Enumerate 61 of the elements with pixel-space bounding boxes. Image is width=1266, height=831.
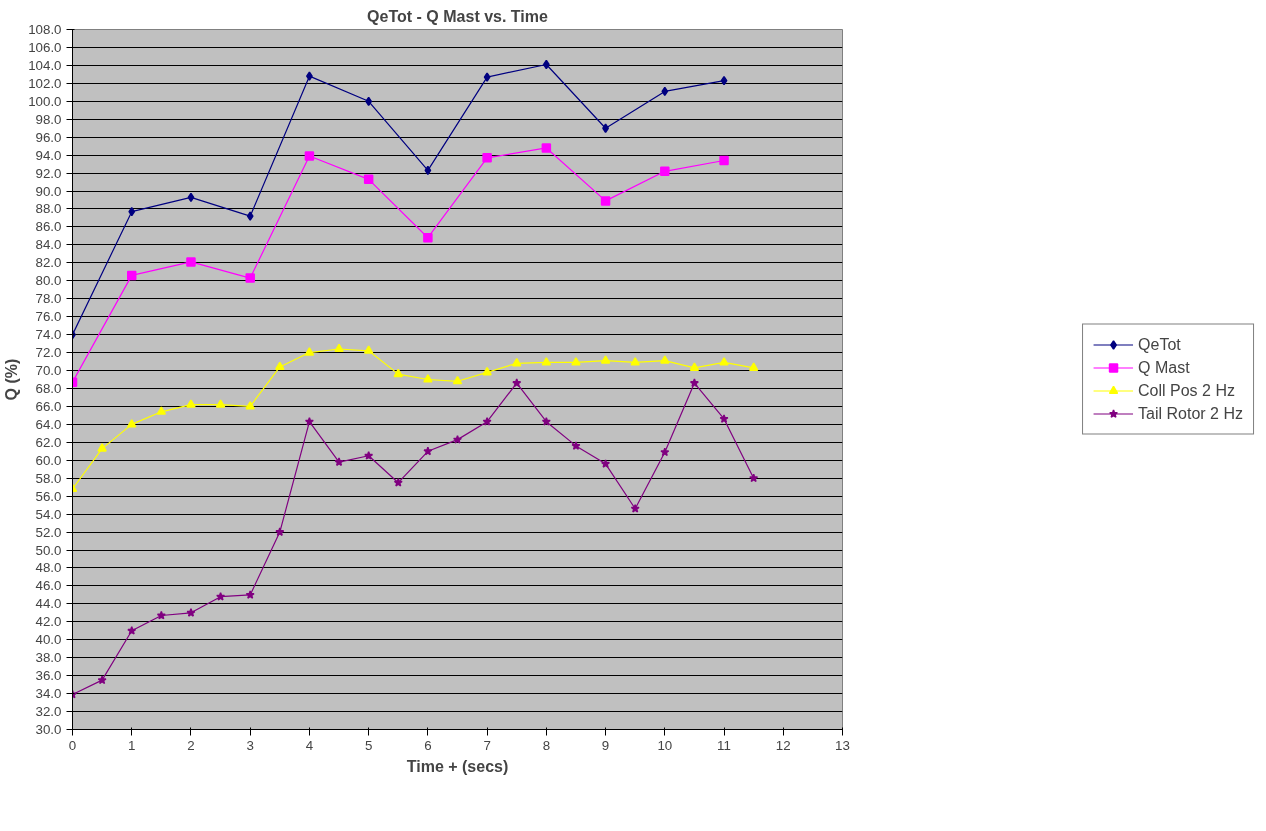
y-tick-label: 108.0: [28, 22, 62, 37]
y-tick-label: 62.0: [35, 434, 62, 450]
legend-label: Tail Rotor 2 Hz: [1138, 404, 1243, 423]
y-tick-label: 38.0: [35, 650, 62, 666]
y-tick-label: 96.0: [35, 129, 62, 145]
legend-label: QeTot: [1138, 335, 1181, 354]
x-tick-label: 5: [364, 737, 373, 753]
y-tick-label: 30.0: [35, 722, 62, 737]
x-tick-label: 1: [128, 737, 136, 753]
y-tick-label: 32.0: [35, 704, 62, 720]
y-tick-label: 44.0: [35, 596, 62, 612]
x-tick-label: 9: [601, 737, 610, 753]
y-tick-label: 42.0: [35, 614, 62, 630]
legend-label: Coll Pos 2 Hz: [1138, 381, 1235, 400]
x-tick-label: 11: [717, 737, 731, 753]
y-tick-label: 104.0: [28, 57, 62, 73]
y-tick-label: 90.0: [35, 183, 62, 199]
y-tick-label: 74.0: [35, 327, 62, 343]
y-tick-label: 46.0: [35, 578, 62, 594]
x-tick-label: 13: [835, 737, 850, 753]
y-tick-label: 82.0: [35, 255, 62, 271]
y-tick-label: 102.0: [28, 75, 62, 91]
y-tick-label: 76.0: [35, 309, 62, 325]
y-tick-label: 64.0: [35, 416, 62, 432]
legend-label: Q Mast: [1138, 358, 1190, 377]
y-tick-label: 54.0: [35, 506, 62, 522]
y-tick-label: 50.0: [35, 542, 62, 558]
x-tick-label: 2: [187, 737, 195, 753]
x-tick-label: 4: [305, 737, 314, 753]
y-tick-label: 86.0: [35, 219, 62, 235]
x-tick-label: 0: [68, 737, 77, 753]
y-tick-label: 34.0: [35, 686, 62, 702]
y-axis-title: Q (%): [3, 358, 21, 401]
x-tick-label: 12: [775, 737, 791, 753]
y-tick-label: 98.0: [35, 111, 62, 127]
y-tick-label: 48.0: [35, 560, 62, 576]
y-tick-label: 70.0: [35, 363, 62, 379]
y-tick-label: 40.0: [35, 632, 62, 648]
x-tick-label: 3: [246, 737, 254, 753]
y-tick-label: 66.0: [35, 398, 62, 414]
y-tick-label: 60.0: [35, 452, 62, 468]
chart-title: QeTot - Q Mast vs. Time: [367, 7, 548, 25]
y-tick-label: 58.0: [35, 470, 62, 486]
x-tick-label: 8: [542, 737, 551, 753]
x-tick-label: 6: [424, 737, 432, 753]
y-tick-label: 56.0: [35, 488, 62, 504]
y-tick-label: 94.0: [35, 147, 62, 163]
y-tick-label: 100.0: [28, 93, 62, 109]
y-tick-label: 68.0: [35, 380, 62, 396]
y-tick-label: 84.0: [35, 237, 62, 253]
y-tick-label: 88.0: [35, 201, 62, 217]
y-tick-label: 80.0: [35, 273, 62, 289]
y-tick-label: 72.0: [35, 345, 62, 361]
x-tick-label: 10: [657, 737, 673, 753]
y-tick-label: 92.0: [35, 165, 62, 181]
y-tick-label: 78.0: [35, 291, 62, 307]
x-tick-label: 7: [483, 737, 491, 753]
y-tick-label: 106.0: [28, 39, 62, 55]
y-tick-label: 52.0: [35, 524, 62, 540]
x-axis-title: Time + (secs): [406, 757, 509, 775]
y-tick-label: 36.0: [35, 668, 62, 684]
